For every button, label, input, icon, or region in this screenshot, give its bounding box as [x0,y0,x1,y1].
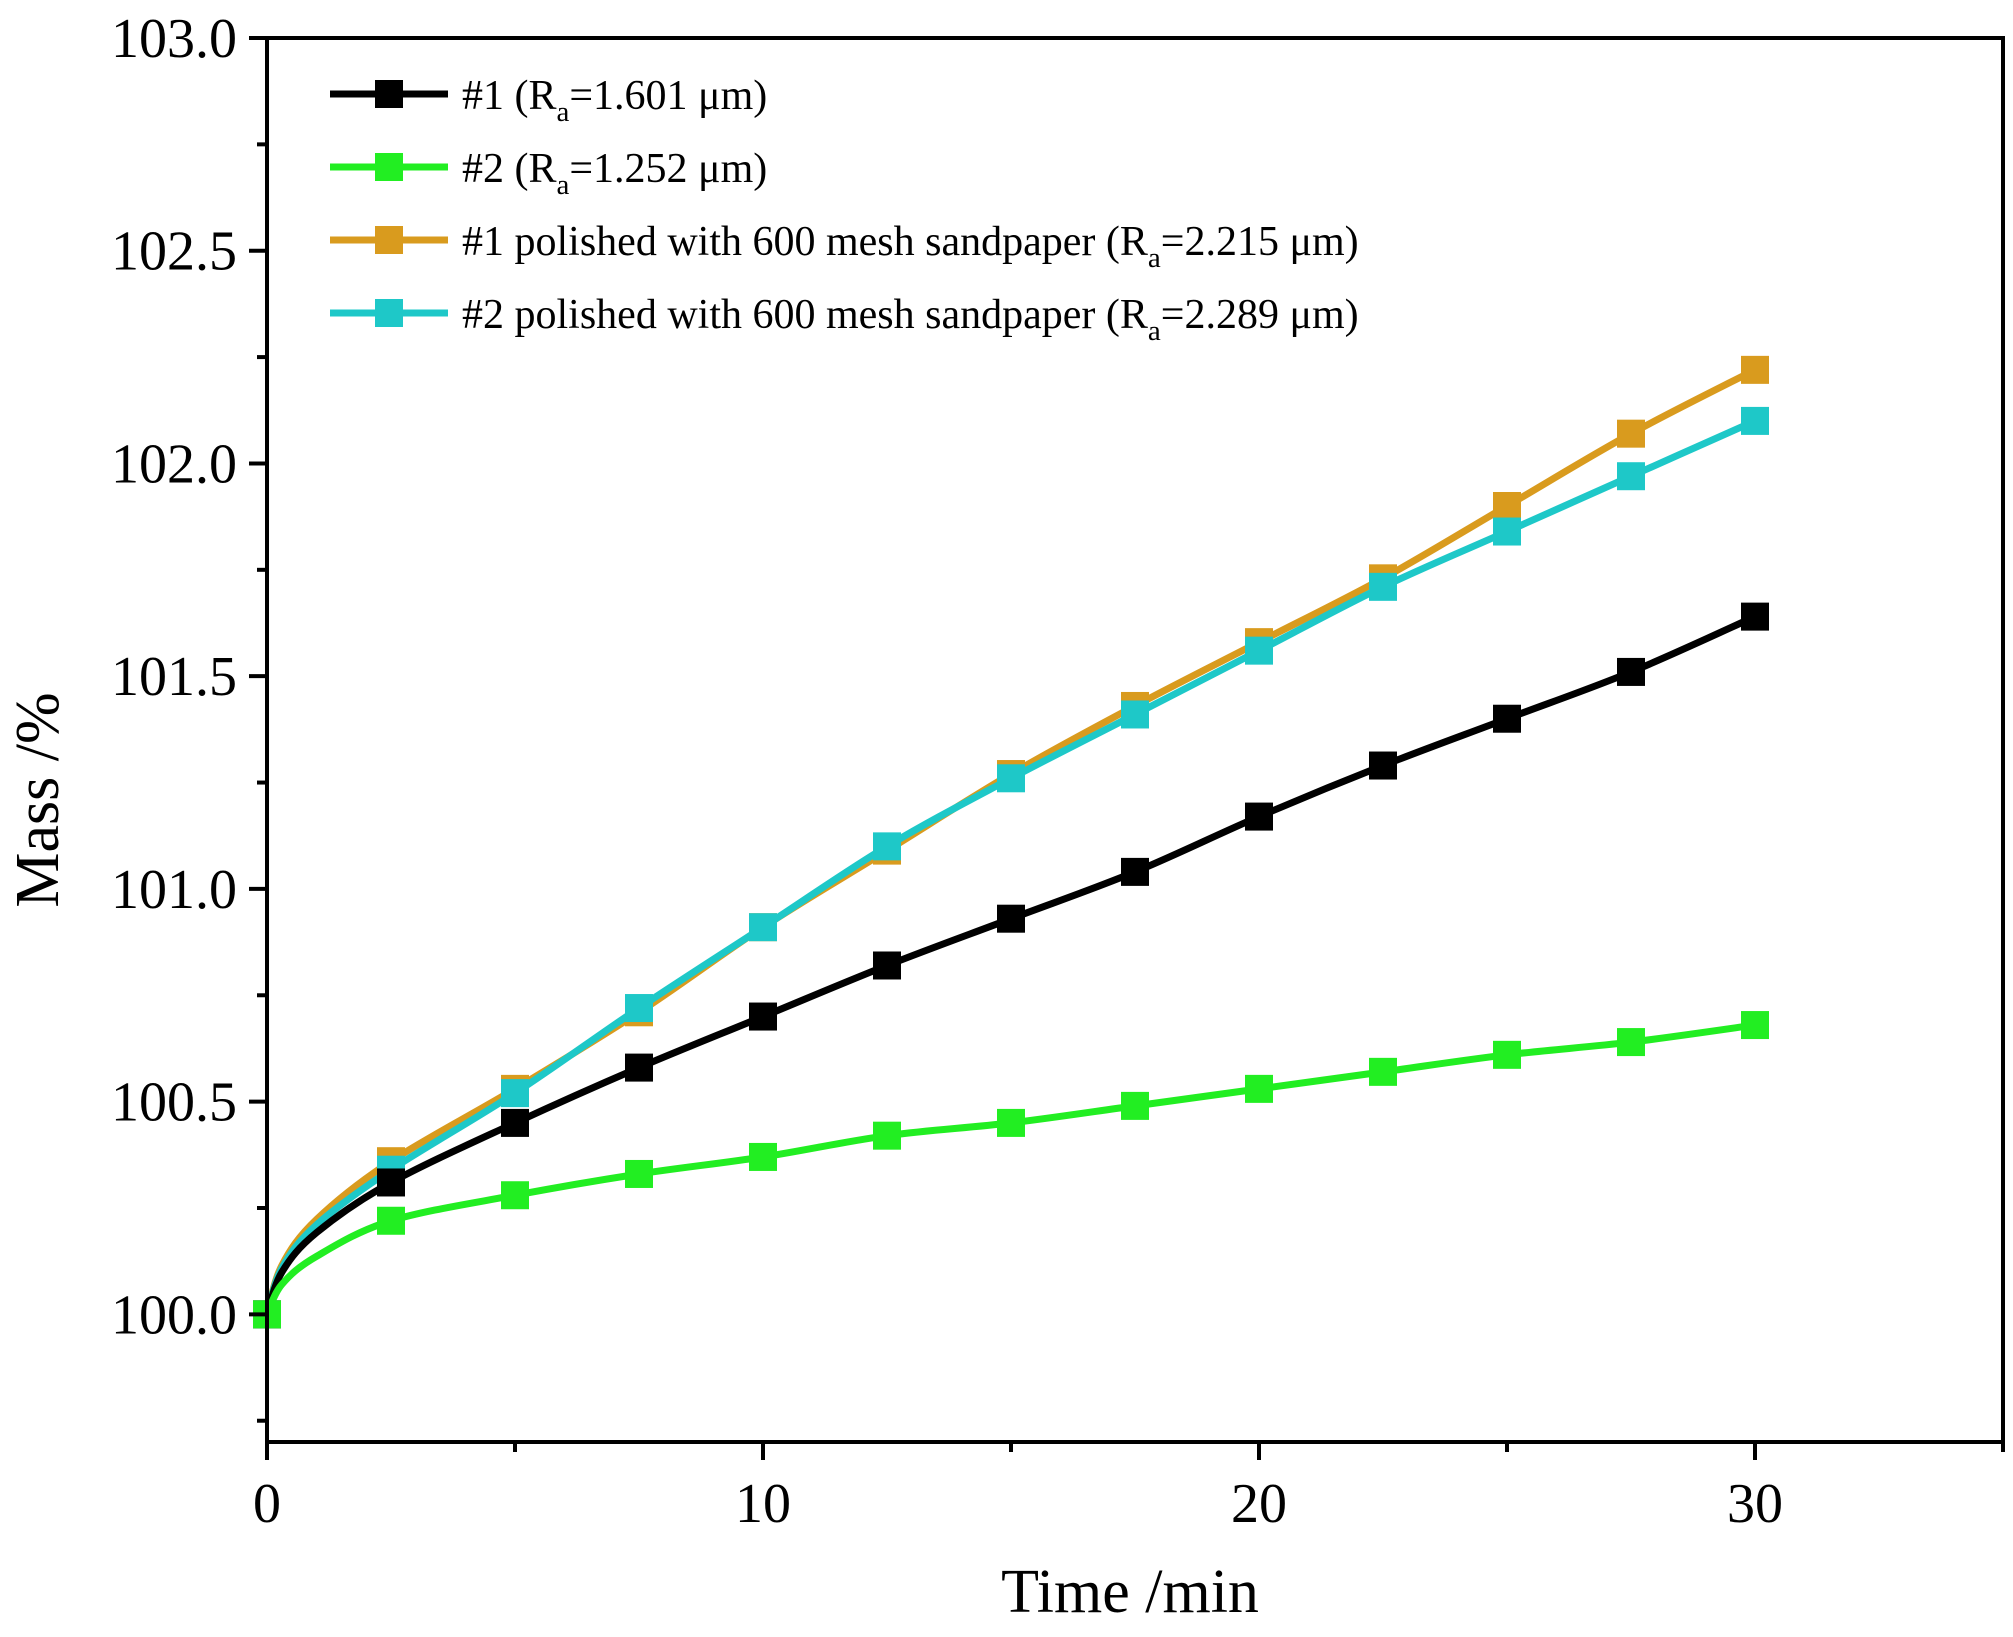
series-3-point-4 [625,1053,653,1082]
x-tick-label: 30 [1727,1473,1783,1535]
y-tick-label: 102.5 [111,221,237,283]
legend-marker [375,80,403,108]
series-group [253,355,1769,1329]
legend-label: #1 polished with 600 mesh sandpaper (Ra=… [462,219,1359,274]
x-tick-label: 0 [253,1473,281,1535]
legend-label: #2 polished with 600 mesh sandpaper (Ra=… [462,292,1359,347]
series-4-point-7 [997,1108,1025,1137]
series-4-point-8 [1121,1091,1149,1120]
y-tick-label: 101.5 [111,646,237,708]
series-line-1 [263,366,1759,1318]
series-3-point-11 [1493,704,1521,733]
series-3-point-10 [1369,751,1397,780]
legend: #1 (Ra=1.601 μm) #2 (Ra=1.252 μm) #1 polis… [330,73,1359,347]
series-3-point-5 [749,1002,777,1031]
series-4-point-5 [749,1142,777,1171]
series-1-point-11 [1493,492,1521,520]
series-4-point-11 [1493,1040,1521,1069]
series-2-point-6 [873,832,901,861]
series-2-point-4 [625,994,653,1023]
x-tick-label: 10 [735,1473,791,1535]
series-2-point-11 [1493,517,1521,546]
series-4-point-2 [377,1206,405,1235]
series-4-point-4 [625,1159,653,1188]
series-3-point-7 [997,904,1025,933]
y-tick-label: 100.0 [111,1284,237,1346]
series-3-point-8 [1121,857,1149,886]
series-1-point-13 [1741,355,1769,384]
plot-frame [265,36,2005,1444]
x-axis-title: Time /min [1001,1558,1259,1626]
x-tick-label: 20 [1231,1473,1287,1535]
y-tick-label: 100.5 [111,1072,237,1134]
y-tick-label: 102.0 [111,433,237,495]
series-2-point-13 [1741,406,1769,435]
series-line-2 [263,417,1759,1318]
series-2-point-10 [1369,572,1397,601]
series-4-point-6 [873,1121,901,1150]
series-2-point-5 [749,913,777,942]
legend-label: #2 (Ra=1.252 μm) [462,146,767,201]
series-3-point-3 [501,1108,529,1137]
series-2-point-3 [501,1079,529,1108]
series-2-point-12 [1617,462,1645,491]
series-3-point-9 [1245,802,1273,831]
series-line-3 [263,613,1759,1318]
series-4-point-3 [501,1181,529,1210]
y-axis-title: Mass /% [4,692,72,907]
series-4-point-12 [1617,1028,1645,1057]
series-2-point-8 [1121,700,1149,729]
series-3-point-12 [1617,657,1645,686]
series-4-point-13 [1741,1011,1769,1040]
axes-group: 0 10 20 30 100.0 100.5 101.0 101.5 102.0 102.5 103… [111,8,2005,1535]
series-line-4 [263,1021,1759,1318]
legend-marker [375,226,403,254]
series-3-point-13 [1741,602,1769,631]
series-2-point-7 [997,764,1025,793]
legend-label: #1 (Ra=1.601 μm) [462,73,767,128]
legend-marker [375,153,403,181]
y-tick-label: 101.0 [111,859,237,921]
legend-marker [375,299,403,327]
series-4-point-9 [1245,1074,1273,1103]
y-tick-label: 103.0 [111,8,237,70]
series-4-point-10 [1369,1057,1397,1086]
series-3-point-6 [873,951,901,980]
series-1-point-12 [1617,419,1645,448]
series-3-point-2 [377,1168,405,1197]
series-2-point-9 [1245,636,1273,665]
